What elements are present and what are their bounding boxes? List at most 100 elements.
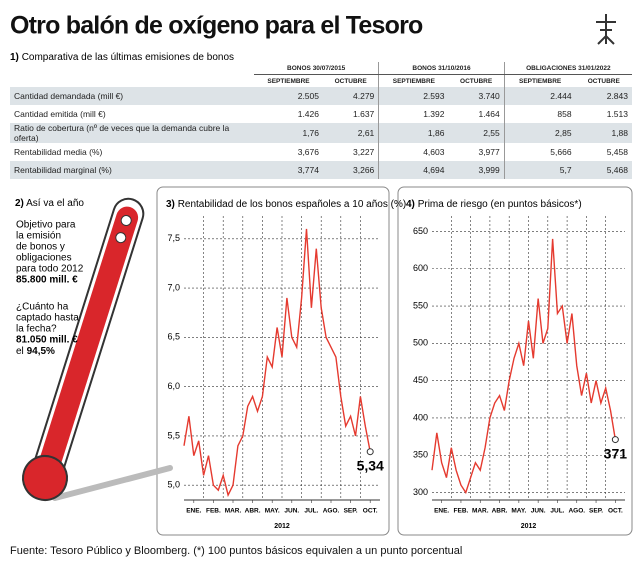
group-header: BONOS 31/10/2016	[378, 62, 505, 75]
group-header: BONOS 30/07/2015	[254, 62, 379, 75]
cell: 5,7	[503, 161, 576, 179]
cell: 3,676	[297, 147, 319, 157]
blank	[10, 62, 254, 75]
y-tick-label: 6,5	[167, 332, 180, 342]
chart-box	[156, 186, 390, 536]
x-tick-label: ENE.	[186, 508, 201, 515]
sub-header: OCTUBRE	[334, 77, 367, 85]
pct-prefix: el	[16, 346, 24, 357]
cell: 5,666	[503, 143, 576, 161]
value-label: 5,34	[357, 457, 384, 473]
cell: 2,85	[503, 123, 576, 143]
table-heading: 1) Comparativa de las últimas emisiones …	[10, 52, 234, 63]
cell: 2.505	[254, 87, 323, 105]
table-row: Rentabilidad media (%) 3,676 3,227 4,603 3,9…	[10, 143, 632, 161]
section-heading: 2) Así va el año	[15, 198, 84, 209]
chart-title-text: Rentabilidad de los bonos españoles a 10…	[178, 199, 407, 210]
source: Fuente: Tesoro Público y Bloomberg. (*) …	[10, 545, 462, 557]
x-tick-label: SEP.	[589, 508, 603, 515]
raised-value: 81.050 mill. €	[16, 335, 78, 346]
chart-title: 4) Prima de riesgo (en puntos básicos*)	[406, 199, 582, 210]
x-tick-label: ENE.	[434, 508, 449, 515]
cell: 2.843	[575, 87, 632, 105]
cell: 1,86	[378, 123, 449, 143]
value-label: 371	[604, 445, 628, 461]
table-row: Rentabilidad marginal (%) 3,774 3,266 4,694…	[10, 161, 632, 179]
row-label: Rentabilidad marginal (%)	[10, 161, 254, 179]
raised-text: la fecha?	[16, 324, 57, 335]
cell: 2.444	[503, 87, 576, 105]
cell: 5,458	[606, 147, 628, 157]
percentage: el 94,5%	[16, 346, 55, 357]
chart-number: 3)	[166, 199, 175, 210]
y-tick-label: 5,0	[167, 480, 180, 490]
cell: 1,76	[254, 123, 323, 143]
end-point	[611, 436, 619, 444]
goal-text: Objetivo para	[16, 220, 76, 231]
x-tick-label: SEP.	[344, 508, 358, 515]
x-tick-label: MAR.	[225, 508, 242, 515]
comparison-table: BONOS 30/07/2015 BONOS 31/10/2016 OBLIGACI…	[10, 62, 632, 179]
sub-header: SEPTIEMBRE	[503, 74, 576, 87]
sub-header: OCTUBRE	[460, 77, 493, 85]
cell: 2.593	[378, 87, 449, 105]
goal-text: la emisión	[16, 231, 61, 242]
table-row: Cantidad emitida (mill €) 1.426 1.637 1.392…	[10, 105, 632, 123]
chart-number: 4)	[406, 199, 415, 210]
row-label: Rentabilidad media (%)	[14, 147, 103, 157]
x-tick-label: FEB.	[454, 508, 469, 515]
table-row: BONOS 30/07/2015 BONOS 31/10/2016 OBLIGACI…	[10, 62, 632, 75]
goal-marker	[120, 214, 132, 226]
x-tick-label: ABR.	[245, 508, 261, 515]
cell: 3.740	[448, 87, 505, 105]
section-title: Comparativa de las últimas emisiones de …	[22, 52, 234, 63]
thermometer	[22, 197, 173, 501]
sub-header: SEPTIEMBRE	[267, 77, 310, 85]
group-header: OBLIGACIONES 31/01/2022	[503, 62, 632, 75]
cell: 3,266	[323, 161, 379, 179]
chart-title: 3) Rentabilidad de los bonos españoles a…	[166, 199, 406, 210]
cell: 4,694	[378, 161, 449, 179]
cell: 1,88	[575, 123, 632, 143]
y-tick-label: 350	[413, 450, 428, 460]
x-tick-label: ABR.	[492, 508, 508, 515]
cell: 2,55	[448, 123, 505, 143]
x-tick-label: JUL.	[304, 508, 318, 515]
chart-title-text: Prima de riesgo (en puntos básicos*)	[418, 199, 582, 210]
cell: 3,227	[353, 147, 375, 157]
cell: 3,774	[254, 161, 323, 179]
section-number: 2)	[15, 198, 24, 209]
row-label: Cantidad emitida (mill €)	[14, 109, 106, 119]
x-axis-label: 2012	[521, 523, 537, 530]
cell: 1.513	[606, 109, 628, 119]
raised-text: ¿Cuánto ha	[16, 302, 69, 313]
goal-text: de bonos y	[16, 242, 65, 253]
y-tick-label: 600	[413, 263, 428, 273]
raised-marker	[115, 232, 127, 244]
y-tick-label: 550	[413, 300, 428, 310]
cell: 3,977	[478, 147, 500, 157]
y-tick-label: 500	[413, 338, 428, 348]
x-tick-label: OCT.	[363, 508, 378, 515]
section-number: 1)	[10, 52, 19, 63]
page-title: Otro balón de oxígeno para el Tesoro	[10, 12, 423, 40]
x-tick-label: JUL.	[550, 508, 564, 515]
x-tick-label: OCT.	[608, 508, 623, 515]
y-tick-label: 5,5	[167, 430, 180, 440]
y-tick-label: 6,0	[167, 381, 180, 391]
tube-fill	[37, 206, 139, 479]
x-axis-label: 2012	[274, 523, 290, 530]
y-tick-label: 450	[413, 375, 428, 385]
shadow	[52, 465, 173, 501]
section-title: Así va el año	[26, 198, 84, 209]
goal-text: para todo 2012	[16, 264, 84, 275]
logo	[596, 14, 616, 45]
x-tick-label: JUN.	[284, 508, 299, 515]
y-tick-label: 7,0	[167, 282, 180, 292]
cell: 5,468	[575, 161, 632, 179]
x-tick-label: MAY.	[511, 508, 526, 515]
y-tick-label: 650	[413, 226, 428, 236]
row-label: Ratio de cobertura (nº de veces que la d…	[10, 123, 254, 143]
y-tick-label: 400	[413, 412, 428, 422]
